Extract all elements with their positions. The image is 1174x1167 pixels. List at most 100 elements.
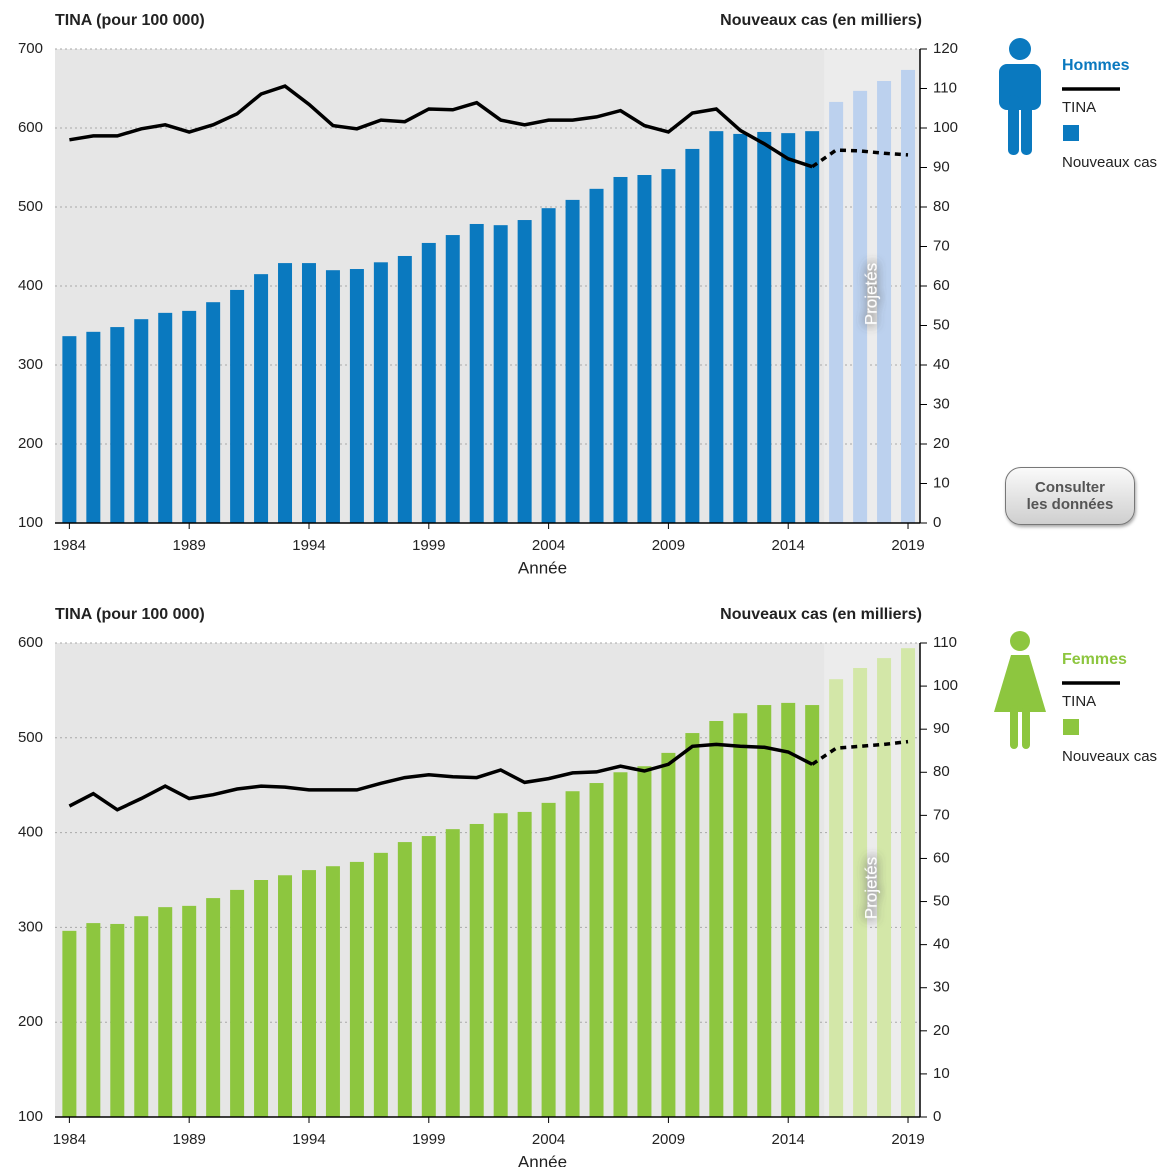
y-tick-label: 600 xyxy=(18,634,43,651)
bar xyxy=(86,331,101,523)
y2-tick-label: 110 xyxy=(933,79,957,96)
y2-tick-label: 80 xyxy=(933,198,950,215)
y2-tick-label: 30 xyxy=(933,395,950,412)
y2-tick-label: 10 xyxy=(933,1065,950,1082)
x-tick-label: 2004 xyxy=(532,537,565,554)
bar xyxy=(661,752,676,1117)
x-tick-label: 2009 xyxy=(652,1131,685,1148)
y-tick-label: 300 xyxy=(18,356,43,373)
x-tick-label: 2004 xyxy=(532,1131,565,1148)
bar xyxy=(206,302,221,523)
x-tick-label: 1989 xyxy=(172,537,205,554)
y2-tick-label: 10 xyxy=(933,474,950,491)
bar xyxy=(301,263,316,523)
legend-label: Nouveaux cas xyxy=(1062,154,1157,171)
bar xyxy=(469,223,484,524)
legend-label: Nouveaux cas xyxy=(1062,748,1157,765)
y2-tick-label: 70 xyxy=(933,237,950,254)
y2-tick-label: 20 xyxy=(933,435,950,452)
legend-label: TINA xyxy=(1062,99,1096,116)
bar xyxy=(182,905,197,1117)
chart-panel: TINA (pour 100 000) Nouveaux cas (en mill… xyxy=(18,12,1157,577)
y2-tick-label: 90 xyxy=(933,158,950,175)
y-tick-label: 500 xyxy=(18,729,43,746)
bar xyxy=(733,713,748,1117)
bar xyxy=(278,875,293,1117)
bar xyxy=(325,866,340,1117)
bar xyxy=(661,169,676,523)
y-tick-label: 400 xyxy=(18,277,43,294)
y-tick-label: 200 xyxy=(18,435,43,452)
bar xyxy=(349,269,364,523)
y2-tick-label: 60 xyxy=(933,849,950,866)
bar xyxy=(901,648,916,1117)
bar xyxy=(541,208,556,523)
legend-title: Femmes xyxy=(1062,651,1127,668)
bar xyxy=(373,852,388,1117)
x-tick-label: 1994 xyxy=(292,537,325,554)
bar xyxy=(637,766,652,1117)
line xyxy=(69,84,813,169)
bar xyxy=(877,658,892,1117)
legend-label: TINA xyxy=(1062,693,1096,710)
bar xyxy=(757,705,772,1117)
y2-tick-label: 40 xyxy=(933,936,950,953)
y2-tick-label: 0 xyxy=(933,1108,941,1125)
y2-tick-label: 110 xyxy=(933,634,957,651)
woman-icon xyxy=(994,631,1046,749)
bar xyxy=(86,923,101,1117)
y-tick-label: 300 xyxy=(18,918,43,935)
bar xyxy=(230,289,245,523)
bar xyxy=(733,133,748,524)
bar xyxy=(158,312,173,523)
bar xyxy=(397,842,412,1117)
bar xyxy=(541,802,556,1117)
bar xyxy=(230,889,245,1117)
y2-tick-label: 30 xyxy=(933,979,950,996)
bar xyxy=(110,327,125,523)
y-axis-title: TINA (pour 100 000) xyxy=(55,12,205,29)
bar xyxy=(637,175,652,523)
y-tick-label: 200 xyxy=(18,1013,43,1030)
y2-tick-label: 120 xyxy=(933,40,958,57)
bar xyxy=(565,199,580,523)
bar xyxy=(565,791,580,1117)
bar xyxy=(206,898,221,1117)
y2-tick-label: 70 xyxy=(933,806,950,823)
y2-tick-label: 40 xyxy=(933,356,950,373)
bar xyxy=(589,783,604,1117)
x-tick-label: 2019 xyxy=(891,537,924,554)
y-tick-label: 500 xyxy=(18,198,43,215)
bar xyxy=(709,720,724,1117)
bar xyxy=(445,235,460,524)
bar xyxy=(685,733,700,1117)
x-axis-title: Année xyxy=(518,558,567,577)
x-tick-label: 1999 xyxy=(412,537,445,554)
projection-label: Projetés xyxy=(862,263,881,325)
bar xyxy=(829,679,844,1117)
bar xyxy=(853,667,868,1117)
man-icon xyxy=(999,38,1041,155)
bar xyxy=(805,131,820,523)
y-tick-label: 600 xyxy=(18,119,43,136)
y2-tick-label: 80 xyxy=(933,763,950,780)
legend-swatch xyxy=(1063,719,1079,735)
bar xyxy=(805,705,820,1117)
y2-tick-label: 20 xyxy=(933,1022,950,1039)
x-tick-label: 2019 xyxy=(891,1131,924,1148)
bar xyxy=(613,176,628,524)
legend-title: Hommes xyxy=(1062,57,1130,74)
bar xyxy=(877,80,892,524)
legend-swatch xyxy=(1063,125,1079,141)
bar xyxy=(421,242,436,523)
bar xyxy=(254,880,269,1117)
x-tick-label: 2014 xyxy=(772,537,805,554)
x-axis-title: Année xyxy=(518,1152,567,1167)
data-button[interactable]: Consulter les données xyxy=(1005,467,1135,525)
bar xyxy=(158,907,173,1117)
x-tick-label: 2014 xyxy=(772,1131,805,1148)
x-tick-label: 1984 xyxy=(53,537,86,554)
bar xyxy=(829,101,844,524)
